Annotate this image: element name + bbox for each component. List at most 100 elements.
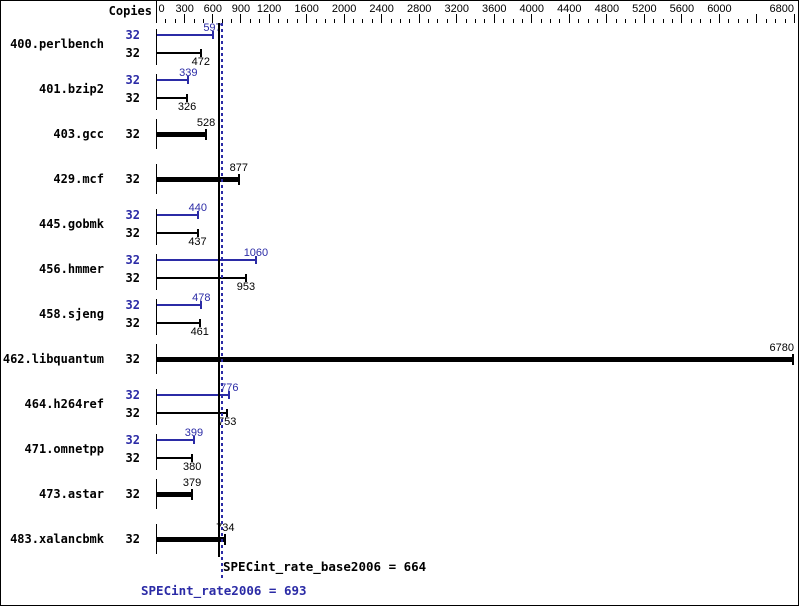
bar-endcap [198, 319, 201, 327]
x-axis-tick [756, 14, 758, 23]
x-axis-tick [747, 19, 749, 23]
benchmark-label: 456.hmmer [38, 262, 104, 276]
x-axis-tick-label: 2000 [331, 3, 357, 15]
x-axis-tick-label: 3200 [444, 3, 469, 15]
bar-endcap [211, 31, 214, 39]
group-axis-line [156, 299, 157, 335]
x-axis-tick [287, 19, 289, 23]
x-axis-tick [784, 19, 786, 23]
summary-base-score: SPECint_rate_base2006 = 664 [223, 559, 427, 574]
peak-value-label: 478 [192, 292, 211, 304]
x-axis-tick [343, 14, 345, 23]
base-bar [156, 412, 228, 414]
x-axis-tick [437, 19, 439, 23]
benchmark-label: 471.omnetpp [24, 442, 104, 456]
x-axis-tick-label: 6800 [769, 3, 794, 15]
copies-value: 32 [125, 226, 140, 240]
benchmark-label: 401.bzip2 [38, 82, 104, 96]
summary-peak-score: SPECint_rate2006 = 693 [141, 583, 307, 598]
bar-endcap [200, 301, 203, 309]
bar-endcap [791, 353, 794, 365]
x-axis-tick [578, 19, 580, 23]
x-axis-tick [456, 14, 458, 23]
benchmark-label: 483.xalancbmk [10, 532, 104, 546]
base-value-label: 472 [191, 56, 210, 68]
x-axis-tick [540, 19, 542, 23]
x-axis-tick [475, 19, 476, 23]
x-axis-tick [418, 14, 420, 23]
x-axis-tick [306, 14, 308, 23]
x-axis-tick [202, 19, 204, 23]
base-value-label: 380 [182, 461, 202, 473]
peak-value-label: 399 [184, 427, 204, 439]
group-axis-line [156, 209, 157, 245]
x-axis-tick [718, 14, 720, 23]
x-axis-tick-label: 2400 [369, 3, 394, 15]
peak-value-label: 1060 [243, 247, 269, 259]
bar-endcap [196, 229, 199, 237]
peak-bar [156, 214, 198, 216]
x-axis-tick-label: 1600 [294, 3, 319, 15]
base-bar [156, 536, 226, 542]
x-axis-tick-label: 4400 [557, 3, 582, 15]
x-axis-tick [512, 19, 514, 23]
base-value-label: 877 [229, 162, 248, 174]
x-axis-tick [503, 19, 505, 23]
x-axis-tick [277, 19, 279, 23]
x-axis-tick [794, 14, 795, 23]
x-axis-tick [193, 19, 195, 23]
base-bar [156, 491, 193, 497]
x-axis-tick-label: 6000 [707, 3, 732, 15]
base-bar [156, 97, 188, 99]
base-bar [156, 277, 246, 279]
x-axis-tick-label: 5600 [669, 3, 695, 15]
x-axis-tick [653, 19, 655, 23]
x-axis-tick [428, 19, 430, 23]
benchmark-label: 464.h264ref [24, 397, 104, 411]
x-axis-tick [315, 19, 317, 23]
bar-endcap [196, 211, 199, 219]
copies-value: 32 [125, 46, 140, 60]
peak-reference-line [220, 23, 223, 579]
x-axis-tick [446, 19, 448, 23]
x-axis-tick [587, 19, 589, 23]
x-axis-tick [371, 19, 373, 23]
x-axis-tick [615, 19, 617, 23]
x-axis-tick [765, 19, 767, 23]
bar-endcap [237, 173, 240, 185]
group-axis-line [156, 389, 157, 425]
group-axis-line [156, 74, 157, 110]
copies-value: 32 [125, 28, 140, 42]
x-axis-tick [672, 19, 674, 23]
base-bar [156, 176, 239, 182]
x-axis-tick [221, 19, 223, 23]
bar-endcap [228, 391, 231, 399]
base-value-label: 326 [177, 101, 197, 113]
x-axis-tick [550, 19, 552, 23]
x-axis-tick [662, 19, 664, 23]
x-axis-tick [559, 19, 561, 23]
x-axis-tick [484, 19, 486, 23]
bar-endcap [205, 128, 208, 140]
benchmark-label: 400.perlbench [10, 37, 104, 51]
group-axis-line [156, 254, 157, 290]
bar-endcap [244, 274, 247, 282]
copies-value: 32 [125, 271, 140, 285]
x-axis-tick [606, 14, 608, 23]
x-axis-tick [324, 19, 326, 23]
copies-column-header: Copies [108, 4, 152, 18]
x-axis-tick [775, 19, 777, 23]
bar-endcap [254, 256, 257, 264]
copies-value: 32 [125, 316, 140, 330]
base-value-label: 6780 [769, 342, 794, 354]
x-axis-tick-label: 1200 [256, 3, 282, 15]
peak-value-label: 339 [179, 67, 198, 79]
bar-endcap [191, 454, 194, 462]
peak-value-label: 776 [220, 382, 239, 394]
x-axis-tick-label: 4000 [519, 3, 545, 15]
x-axis-tick [390, 19, 392, 23]
x-axis-tick [681, 14, 683, 23]
x-axis-tick [334, 19, 336, 23]
x-axis-tick [643, 14, 645, 23]
